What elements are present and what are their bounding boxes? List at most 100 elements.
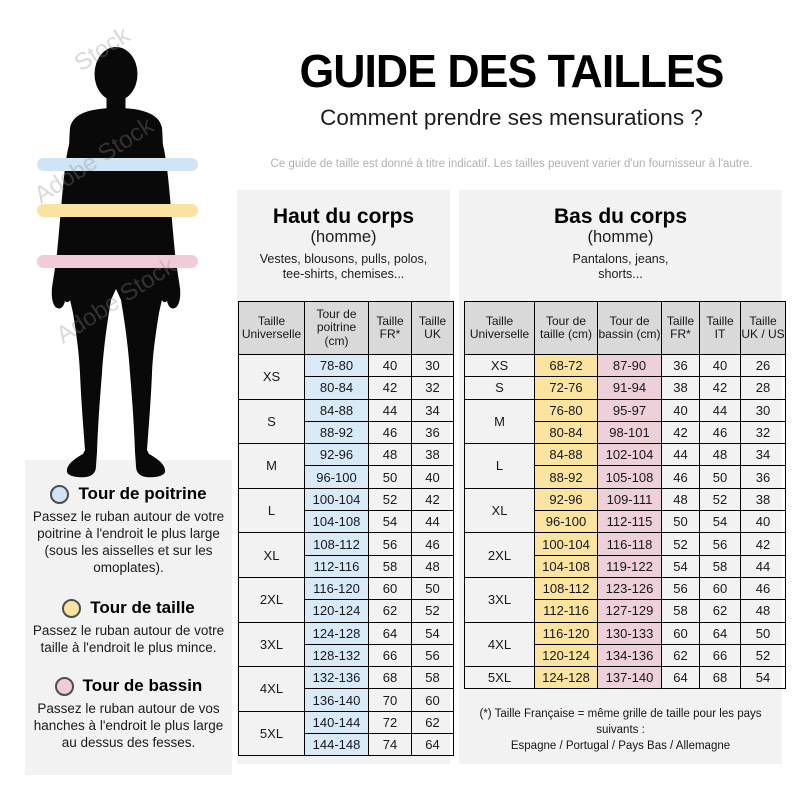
table-row: 80-84 98-101 42 46 32 xyxy=(465,420,786,445)
value-cell: 102-104 xyxy=(597,443,662,467)
value-cell: 68 xyxy=(368,666,412,690)
size-label-cell: 2XL xyxy=(464,532,535,578)
value-cell: 38 xyxy=(411,443,454,467)
table-row: 144-148 74 64 xyxy=(239,733,454,757)
value-cell: 96-100 xyxy=(534,510,598,534)
table-row: 3XL 124-128 64 54 xyxy=(238,621,454,668)
value-cell: 78-80 xyxy=(304,353,369,378)
value-cell: 48 xyxy=(661,487,700,512)
table-row: 80-84 42 32 xyxy=(239,376,454,400)
value-cell: 44 xyxy=(368,398,412,422)
value-cell: 44 xyxy=(661,443,700,467)
value-cell: 40 xyxy=(411,465,454,489)
value-cell: 120-124 xyxy=(304,599,369,623)
legend-heading: Tour de taille xyxy=(25,598,232,618)
table-row: S 72-76 91-94 38 42 28 xyxy=(464,376,786,400)
value-cell: 54 xyxy=(661,554,700,578)
value-cell: 84-88 xyxy=(534,443,598,467)
value-cell: 50 xyxy=(368,465,412,489)
disclaimer-text: Ce guide de taille est donné à titre ind… xyxy=(270,158,753,170)
footnote-line: (*) Taille Française = même grille de ta… xyxy=(479,708,762,736)
size-label-cell: XL xyxy=(464,487,535,534)
value-cell: 44 xyxy=(699,398,741,422)
value-cell: 88-92 xyxy=(534,465,598,489)
value-cell: 98-101 xyxy=(597,420,662,445)
value-cell: 52 xyxy=(740,643,786,668)
value-cell: 72-76 xyxy=(534,376,598,400)
lower-body-categories: Pantalons, jeans, shorts... xyxy=(572,252,669,281)
body-silhouette: Stock Adobe Stock Adobe Stock xyxy=(25,8,232,478)
value-cell: 44 xyxy=(411,510,454,534)
size-label-cell: S xyxy=(464,376,535,400)
table-row: XL 92-96 109-111 48 52 38 xyxy=(464,487,786,534)
waist-band xyxy=(37,204,198,217)
value-cell: 100-104 xyxy=(304,487,369,512)
column-header: Taille UK / US xyxy=(740,301,786,355)
column-header: Taille FR* xyxy=(368,301,412,355)
value-cell: 92-96 xyxy=(534,487,598,512)
table-row: 88-92 46 36 xyxy=(239,420,454,445)
value-cell: 62 xyxy=(368,599,412,623)
value-cell: 30 xyxy=(740,398,786,422)
footnote: (*) Taille Française = même grille de ta… xyxy=(459,706,782,754)
value-cell: 130-133 xyxy=(597,621,662,645)
upper-body-title: Haut du corps xyxy=(272,205,415,228)
value-cell: 46 xyxy=(740,576,786,601)
value-cell: 66 xyxy=(699,643,741,668)
table-row: 5XL 124-128 137-140 64 68 54 xyxy=(464,666,786,690)
legend-heading: Tour de bassin xyxy=(25,676,232,696)
value-cell: 119-122 xyxy=(597,554,662,578)
value-cell: 62 xyxy=(699,599,741,623)
size-label-cell: XL xyxy=(238,532,305,578)
page-subtitle: Comment prendre ses mensurations ? xyxy=(320,105,703,130)
value-cell: 123-126 xyxy=(597,576,662,601)
table-row: 3XL 108-112 123-126 56 60 46 xyxy=(464,576,786,623)
value-cell: 104-108 xyxy=(304,510,369,534)
value-cell: 134-136 xyxy=(597,643,662,668)
table-row: S 84-88 44 34 xyxy=(238,398,454,445)
value-cell: 54 xyxy=(411,621,454,645)
size-label-cell: L xyxy=(464,443,535,489)
column-header: Tour de bassin (cm) xyxy=(597,301,662,355)
size-label-cell: 3XL xyxy=(238,621,305,668)
value-cell: 68-72 xyxy=(534,353,598,378)
value-cell: 54 xyxy=(740,666,786,690)
value-cell: 62 xyxy=(661,643,700,668)
value-cell: 68 xyxy=(699,666,741,690)
size-label-cell: 4XL xyxy=(238,666,305,712)
value-cell: 36 xyxy=(661,353,700,378)
legend-item-bassin: Tour de bassin Passez le ruban autour de… xyxy=(25,656,232,751)
table-row: XS 68-72 87-90 36 40 26 xyxy=(464,353,786,378)
legend-description: Passez le ruban autour de votre taille à… xyxy=(32,623,225,655)
value-cell: 112-116 xyxy=(304,554,369,578)
table-row: 88-92 105-108 46 50 36 xyxy=(465,465,786,489)
size-label-cell: XS xyxy=(238,354,305,400)
value-cell: 58 xyxy=(661,599,700,623)
value-cell: 40 xyxy=(699,353,741,378)
column-header: Tour de poitrine (cm) xyxy=(304,301,369,355)
legend-heading: Tour de poitrine xyxy=(25,484,232,504)
value-cell: 108-112 xyxy=(534,576,598,601)
table-row: L 100-104 52 42 xyxy=(238,487,454,534)
value-cell: 136-140 xyxy=(304,688,369,712)
value-cell: 91-94 xyxy=(597,376,662,400)
value-cell: 36 xyxy=(740,465,786,489)
column-header: Taille Universelle xyxy=(238,301,305,355)
value-cell: 58 xyxy=(411,666,454,690)
value-cell: 42 xyxy=(661,420,700,445)
value-cell: 34 xyxy=(740,443,786,467)
value-cell: 32 xyxy=(411,376,454,400)
value-cell: 46 xyxy=(699,420,741,445)
value-cell: 56 xyxy=(699,532,741,556)
table-row: 96-100 50 40 xyxy=(239,465,454,489)
value-cell: 32 xyxy=(740,420,786,445)
value-cell: 92-96 xyxy=(304,443,369,467)
value-cell: 38 xyxy=(661,376,700,400)
value-cell: 56 xyxy=(411,643,454,668)
value-cell: 34 xyxy=(411,398,454,422)
size-label-cell: S xyxy=(238,398,305,445)
value-cell: 88-92 xyxy=(304,420,369,445)
value-cell: 112-116 xyxy=(534,599,598,623)
table-row: XS 78-80 40 30 xyxy=(238,353,454,400)
size-label-cell: XS xyxy=(464,353,535,378)
